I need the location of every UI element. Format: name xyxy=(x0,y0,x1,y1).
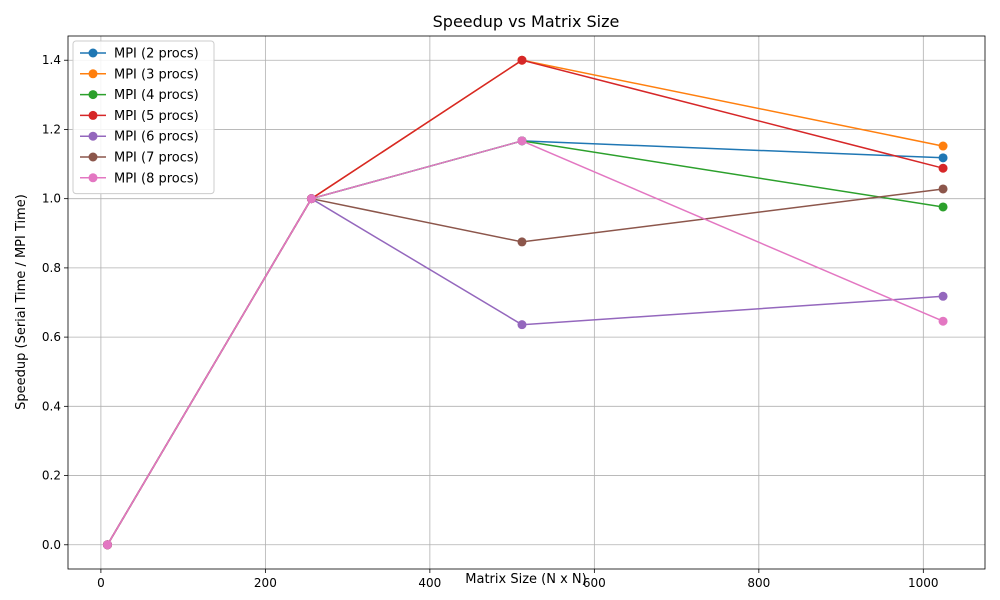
chart-title: Speedup vs Matrix Size xyxy=(433,12,620,31)
series-layer xyxy=(102,55,948,550)
data-point xyxy=(102,540,112,550)
series-line xyxy=(106,140,944,546)
legend-label: MPI (2 procs) xyxy=(114,47,199,62)
data-point xyxy=(517,136,527,146)
legend-item: MPI (6 procs) xyxy=(80,130,199,145)
legend-swatch-marker xyxy=(88,152,98,162)
legend-label: MPI (4 procs) xyxy=(114,88,199,103)
data-point xyxy=(938,153,948,163)
x-tick-label: 600 xyxy=(583,576,606,590)
y-tick-label: 1.2 xyxy=(42,122,61,136)
data-point xyxy=(938,202,948,212)
legend-item: MPI (3 procs) xyxy=(80,67,199,82)
x-tick-label: 200 xyxy=(254,576,277,590)
legend-swatch-marker xyxy=(88,173,98,183)
series-8-procs xyxy=(102,136,948,550)
legend-swatch-marker xyxy=(88,90,98,100)
legend-box xyxy=(72,40,215,195)
legend-item: MPI (7 procs) xyxy=(80,151,199,166)
ticks: 0 200 400 600 800 1000 0.0 0.2 0.4 0.6 0.8 1.0 1.2 1.… xyxy=(42,53,939,590)
legend-item: MPI (2 procs) xyxy=(80,47,199,62)
legend: MPI (2 procs) MPI (3 procs) MPI (4 procs) M… xyxy=(72,40,215,195)
data-point xyxy=(517,55,527,65)
legend-swatch-marker xyxy=(88,131,98,141)
x-tick-label: 0 xyxy=(97,576,105,590)
series-line xyxy=(106,140,944,546)
y-tick-label: 0.6 xyxy=(42,330,61,344)
legend-item: MPI (5 procs) xyxy=(80,109,199,124)
data-point xyxy=(938,141,948,151)
series-6-procs xyxy=(102,194,948,550)
legend-item: MPI (4 procs) xyxy=(80,88,199,103)
x-tick-label: 400 xyxy=(418,576,441,590)
legend-swatch-marker xyxy=(88,110,98,120)
legend-label: MPI (3 procs) xyxy=(114,67,199,82)
legend-swatch-marker xyxy=(88,48,98,58)
legend-item: MPI (8 procs) xyxy=(80,171,199,186)
plot-frame xyxy=(67,35,986,570)
grid xyxy=(68,36,985,569)
legend-swatch-marker xyxy=(88,69,98,79)
data-point xyxy=(517,320,527,330)
y-axis-label: Speedup (Serial Time / MPI Time) xyxy=(14,194,29,410)
x-axis-label: Matrix Size (N x N) xyxy=(465,572,586,587)
data-point xyxy=(306,194,316,204)
data-point xyxy=(938,316,948,326)
y-tick-label: 0.0 xyxy=(42,538,61,552)
series-line xyxy=(106,140,944,546)
series-line xyxy=(106,59,944,546)
series-line xyxy=(106,59,944,546)
legend-label: MPI (6 procs) xyxy=(114,130,199,145)
legend-label: MPI (5 procs) xyxy=(114,109,199,124)
data-point xyxy=(938,184,948,194)
y-tick-label: 0.2 xyxy=(42,469,61,483)
x-tick-label: 800 xyxy=(747,576,770,590)
data-point xyxy=(938,291,948,301)
y-tick-label: 1.0 xyxy=(42,192,61,206)
series-7-procs xyxy=(102,184,948,550)
x-tick-label: 1000 xyxy=(908,576,939,590)
legend-label: MPI (8 procs) xyxy=(114,171,199,186)
y-tick-label: 0.4 xyxy=(42,399,61,413)
y-tick-label: 1.4 xyxy=(42,53,61,67)
data-point xyxy=(517,237,527,247)
series-line xyxy=(106,197,944,546)
data-point xyxy=(938,163,948,173)
y-tick-label: 0.8 xyxy=(42,261,61,275)
legend-label: MPI (7 procs) xyxy=(114,151,199,166)
